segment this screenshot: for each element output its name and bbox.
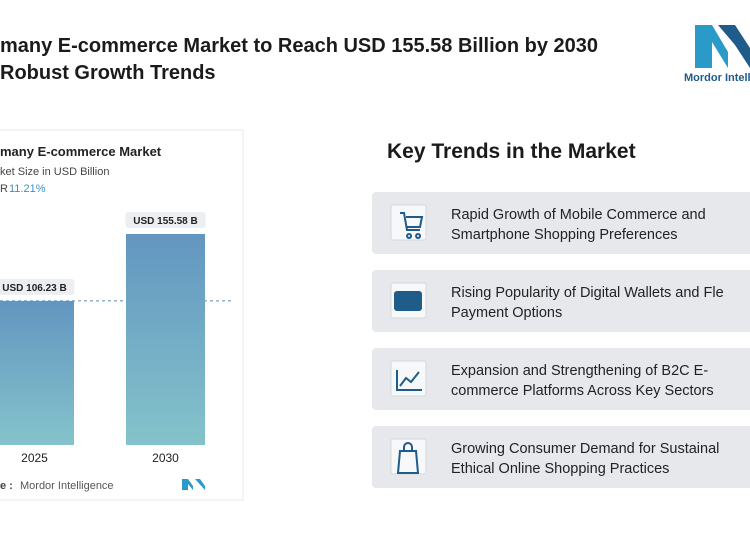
trend-icon-box — [390, 360, 427, 397]
trend-card — [372, 426, 750, 488]
value-label: USD 106.23 B — [2, 283, 66, 294]
cagr-value: 11.21% — [9, 183, 46, 195]
cagr-label: R — [0, 183, 8, 195]
trend-text: Payment Options — [451, 305, 562, 321]
x-tick-label: 2025 — [21, 451, 48, 465]
trend-card — [372, 270, 750, 332]
trend-text: Smartphone Shopping Preferences — [451, 227, 678, 243]
value-label: USD 155.58 B — [133, 216, 197, 227]
bar — [126, 234, 205, 445]
chart-title: many E-commerce Market — [0, 144, 162, 159]
bar — [0, 300, 74, 445]
trend-icon — [396, 370, 422, 391]
trend-icon — [400, 212, 424, 239]
trend-icon — [394, 291, 422, 311]
trend-text: Expansion and Strengthening of B2C E- — [451, 363, 708, 379]
trend-text: Rising Popularity of Digital Wallets and… — [451, 285, 724, 301]
title-line: many E-commerce Market to Reach USD 155.… — [0, 35, 598, 57]
source: Mordor Intelligence — [20, 480, 114, 492]
value-label-box — [125, 212, 206, 228]
trend-text: commerce Platforms Across Key Sectors — [451, 383, 714, 399]
source-logo — [182, 479, 205, 490]
x-tick-label: 2030 — [152, 451, 179, 465]
logo-text: Mordor Intell — [684, 72, 750, 84]
trends-title: Key Trends in the Market — [387, 140, 636, 163]
trend-icon-box — [390, 204, 427, 241]
source-label: e : — [0, 480, 13, 492]
trend-card — [372, 348, 750, 410]
trend-text: Growing Consumer Demand for Sustainal — [451, 441, 719, 457]
trend-text: Ethical Online Shopping Practices — [451, 461, 669, 477]
trend-card — [372, 192, 750, 254]
value-label-box — [0, 278, 75, 295]
trend-icon-box — [390, 438, 427, 475]
logo: Mordor Intell — [684, 25, 750, 84]
trend-icon — [396, 442, 420, 474]
trend-text: Rapid Growth of Mobile Commerce and — [451, 207, 706, 223]
title-line: Robust Growth Trends — [0, 62, 216, 84]
chart-subtitle: ket Size in USD Billion — [0, 166, 109, 178]
